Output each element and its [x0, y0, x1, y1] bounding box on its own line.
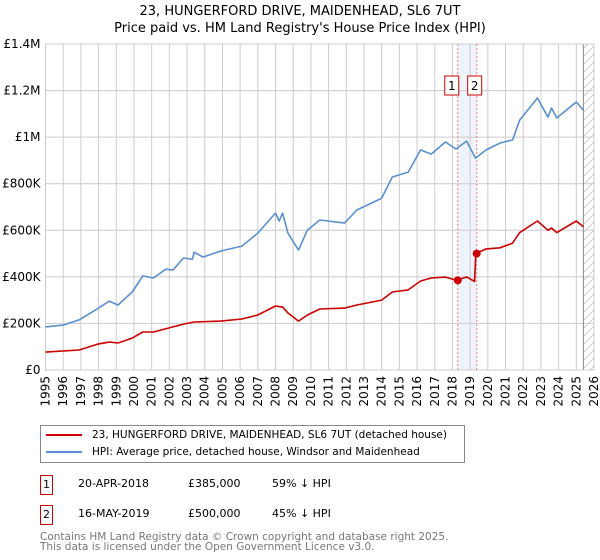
x-tick-label: 2023	[534, 376, 548, 407]
footer-licence: This data is licensed under the Open Gov…	[40, 541, 375, 553]
x-tick-label: 1998	[92, 376, 106, 407]
legend-label-property: 23, HUNGERFORD DRIVE, MAIDENHEAD, SL6 7U…	[92, 429, 447, 441]
y-tick-label: £1.4M	[3, 37, 40, 51]
legend-swatch-red	[46, 434, 82, 436]
x-tick-label: 2021	[499, 376, 513, 407]
property-price-line	[45, 220, 584, 353]
x-tick-label: 2005	[215, 376, 229, 407]
x-tick-label: 2025	[569, 376, 583, 407]
hpi-line	[45, 97, 585, 328]
x-tick-label: 2014	[375, 376, 389, 407]
y-tick-label: £200K	[2, 316, 42, 330]
x-tick-label: 2024	[552, 376, 566, 407]
forecast-hatch	[583, 44, 594, 370]
x-tick-label: 2011	[322, 376, 336, 407]
transaction-hpi-delta: 45% ↓ HPI	[272, 507, 331, 520]
chart-title-line2: Price paid vs. HM Land Registry's House …	[114, 21, 486, 36]
sale-period-band	[457, 44, 477, 370]
transaction-price: £500,000	[188, 507, 241, 520]
footer-copyright: Contains HM Land Registry data © Crown c…	[40, 531, 449, 543]
x-tick-label: 2022	[516, 376, 530, 407]
legend-item-hpi: HPI: Average price, detached house, Wind…	[46, 446, 420, 458]
transaction-price: £385,000	[188, 477, 241, 490]
y-tick-label: £600K	[2, 223, 42, 237]
sale-label: 2	[471, 79, 479, 93]
legend-label-hpi: HPI: Average price, detached house, Wind…	[92, 446, 420, 458]
sale-label-box	[467, 75, 483, 96]
x-tick-label: 2000	[127, 376, 141, 407]
y-tick-label: £800K	[2, 177, 42, 191]
transaction-date: 20-APR-2018	[78, 477, 150, 490]
x-tick-label: 2003	[180, 376, 194, 407]
sale-point	[453, 276, 462, 285]
x-tick-label: 1997	[74, 376, 88, 407]
x-tick-label: 2008	[269, 376, 283, 407]
x-tick-label: 2018	[445, 376, 459, 407]
sale-point	[472, 249, 481, 258]
transaction-hpi-delta: 59% ↓ HPI	[272, 477, 331, 490]
x-tick-label: 2026	[587, 376, 600, 407]
x-tick-label: 2017	[428, 376, 442, 407]
x-tick-label: 2002	[162, 376, 176, 407]
chart-title-line1: 23, HUNGERFORD DRIVE, MAIDENHEAD, SL6 7U…	[139, 4, 461, 19]
transaction-number: 1	[40, 475, 53, 495]
x-tick-label: 2019	[463, 376, 477, 407]
x-tick-label: 1996	[56, 376, 70, 407]
transaction-number: 2	[40, 505, 53, 525]
transaction-date: 16-MAY-2019	[78, 507, 150, 520]
x-tick-label: 2010	[304, 376, 318, 407]
x-tick-label: 2009	[286, 376, 300, 407]
x-tick-label: 1999	[109, 376, 123, 407]
price-chart: 1995 1996 1997 1998 1999 2000 2001 2002 2003 2004…	[2, 37, 600, 407]
x-tick-label: 2007	[251, 376, 265, 407]
x-tick-label: 2006	[233, 376, 247, 407]
x-tick-label: 2016	[410, 376, 424, 407]
x-tick-label: 2013	[357, 376, 371, 407]
y-tick-label: £1M	[15, 130, 41, 144]
x-tick-label: 2004	[198, 376, 212, 407]
y-tick-label: £400K	[2, 270, 42, 284]
x-tick-label: 2001	[145, 376, 159, 407]
x-tick-label: 2012	[339, 376, 353, 407]
sale-label-box	[444, 75, 460, 96]
x-tick-label: 1995	[39, 376, 53, 407]
legend-item-property: 23, HUNGERFORD DRIVE, MAIDENHEAD, SL6 7U…	[46, 429, 447, 441]
y-tick-label: £1.2M	[3, 84, 40, 98]
y-tick-label: £0	[25, 363, 40, 377]
x-tick-label: 2020	[481, 376, 495, 407]
sale-label: 1	[448, 79, 456, 93]
legend-swatch-blue	[46, 451, 82, 453]
chart-legend: 23, HUNGERFORD DRIVE, MAIDENHEAD, SL6 7U…	[40, 425, 465, 463]
x-tick-label: 2015	[392, 376, 406, 407]
plot-border	[45, 43, 595, 371]
